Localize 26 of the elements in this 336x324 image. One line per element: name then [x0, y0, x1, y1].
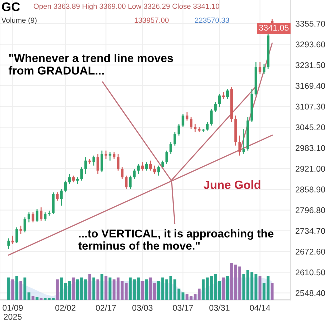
y-tick-label: 2548.40 — [296, 290, 326, 296]
chart-title: GC — [2, 2, 20, 12]
x-tick-label: 03/03 — [132, 304, 153, 312]
y-tick-label: 2734.70 — [296, 228, 326, 234]
y-tick-label: 2796.80 — [296, 208, 326, 214]
y-tick-label: 2672.60 — [296, 248, 326, 255]
y-tick-label: 2983.10 — [296, 145, 326, 152]
annotation: June Gold — [204, 180, 261, 190]
y-tick-label: 3355.70 — [296, 20, 326, 27]
x-tick-label: 01/09 2025 — [2, 304, 24, 320]
x-tick-label: 02/02 — [56, 304, 76, 312]
annotation: 3341.05 — [259, 25, 289, 31]
y-tick-label: 2921.00 — [296, 166, 326, 172]
y-tick-label: 2610.50 — [296, 270, 326, 276]
y-tick-label: 3293.60 — [296, 42, 326, 48]
y-tick-label: 3045.20 — [296, 124, 326, 131]
annotation: "Whenever a trend line moves from GRADUAL... — [8, 54, 174, 75]
x-tick-label: 03/31 — [210, 304, 230, 312]
x-tick-label: 04/14 — [250, 304, 270, 312]
y-tick-label: 3107.30 — [296, 104, 326, 110]
y-tick-label: 3231.50 — [296, 62, 326, 68]
y-tick-label: 2858.90 — [296, 186, 326, 193]
annotation: ...to VERTICAL, it is approaching the terminus of the move." — [78, 230, 274, 250]
y-tick-label: 3169.40 — [296, 83, 326, 90]
x-tick-label: 02/17 — [96, 304, 116, 312]
x-tick-label: 03/17 — [173, 304, 194, 312]
